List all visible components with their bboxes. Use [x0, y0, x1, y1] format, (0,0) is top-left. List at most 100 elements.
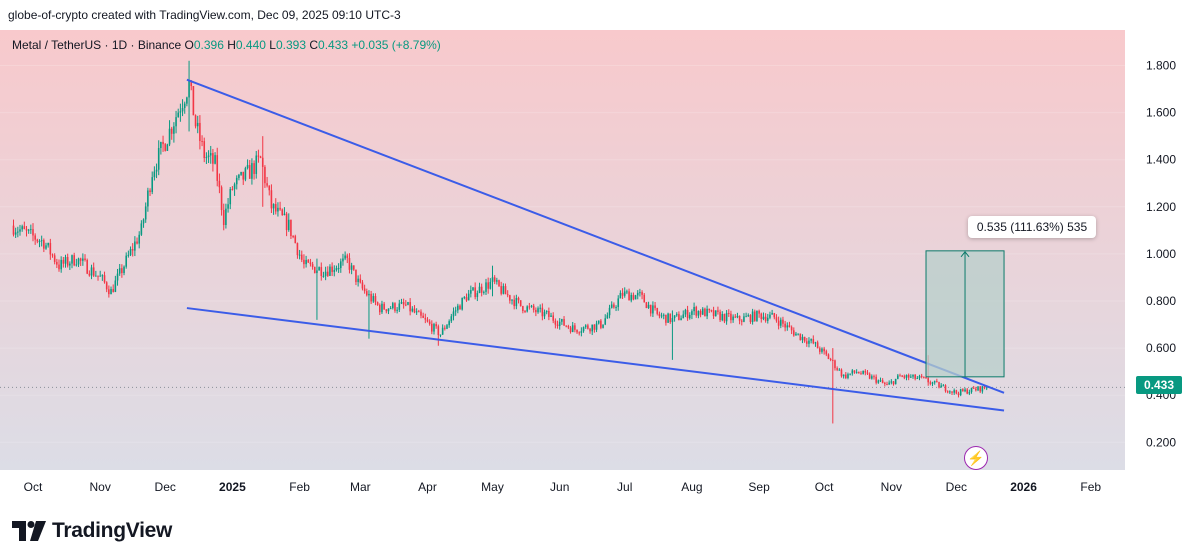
candle-body	[448, 321, 450, 326]
time-axis-background	[0, 470, 1200, 500]
candle-body	[483, 291, 485, 293]
candle-body	[383, 303, 385, 310]
candle-body	[799, 333, 802, 340]
candle-body	[365, 291, 368, 296]
candle-body	[69, 263, 71, 266]
y-tick-label: 1.200	[1146, 200, 1176, 214]
candle-body	[762, 316, 765, 320]
candle-body	[890, 381, 893, 383]
candle-body	[528, 306, 531, 308]
candle-body	[272, 204, 275, 209]
candle-body	[355, 269, 357, 283]
candle-body	[558, 321, 561, 326]
candle-body	[604, 318, 607, 325]
candle-body	[307, 259, 310, 263]
candle-body	[151, 177, 154, 192]
candle-body	[103, 275, 106, 283]
candle-body	[721, 314, 724, 321]
y-tick-label: 1.800	[1146, 59, 1176, 73]
candle-body	[411, 308, 414, 312]
price-chart[interactable]: 1.8001.6001.4001.2001.0000.8000.6000.400…	[0, 30, 1200, 500]
candle-body	[862, 370, 864, 374]
candle-body	[233, 184, 236, 190]
candle-body	[766, 317, 769, 321]
candle-body	[871, 376, 873, 379]
candle-body	[457, 305, 459, 311]
candle-body	[740, 320, 743, 322]
candle-body	[719, 311, 721, 321]
candle-body	[561, 319, 563, 322]
candle-body	[298, 254, 301, 256]
candle-body	[428, 321, 431, 324]
candle-body	[797, 333, 799, 335]
candle-body	[192, 86, 195, 116]
candle-body	[346, 255, 349, 259]
candle-body	[812, 339, 815, 344]
candle-body	[873, 376, 875, 378]
lower-trendline[interactable]	[186, 307, 1005, 412]
candle-body	[177, 112, 180, 118]
candle-body	[110, 289, 112, 295]
candle-body	[138, 234, 141, 244]
candle-body	[389, 308, 392, 310]
candle-body	[597, 320, 600, 324]
candle-body	[970, 387, 973, 392]
candle-body	[116, 273, 119, 281]
candle-body	[513, 299, 515, 307]
candle-body	[506, 294, 509, 296]
candle-body	[901, 375, 903, 377]
candle-body	[736, 315, 739, 318]
candle-body	[175, 117, 177, 127]
candle-body	[123, 266, 125, 274]
time-axis[interactable]: Oct Nov Dec 2025 Feb Mar Apr May Jun Jul Aug Sep Oct…	[24, 480, 1102, 494]
candle-body	[645, 302, 648, 309]
measure-tool[interactable]	[925, 250, 1005, 378]
candle-body	[623, 291, 626, 296]
upper-trendline[interactable]	[186, 78, 1005, 394]
symbol-legend[interactable]: Metal / TetherUS · 1D · Binance O0.396 H…	[12, 38, 441, 52]
y-tick-label: 1.600	[1146, 106, 1176, 120]
candle-body	[662, 314, 665, 316]
candle-body	[708, 308, 711, 311]
candle-body	[838, 369, 841, 371]
candle-body	[392, 303, 394, 309]
trendlines[interactable]	[186, 78, 1005, 412]
candle-body	[864, 370, 867, 373]
candle-body	[281, 209, 284, 216]
candle-body	[879, 380, 882, 382]
candle-body	[238, 174, 240, 178]
candle-body	[530, 305, 533, 307]
candle-body	[927, 378, 929, 383]
measure-label[interactable]: 0.535 (111.63%) 535	[968, 216, 1096, 238]
candle-body	[808, 340, 810, 344]
candle-body	[842, 374, 845, 377]
candle-body	[656, 308, 659, 314]
symbol-name[interactable]: Metal / TetherUS · 1D · Binance	[12, 38, 182, 52]
candle-body	[832, 359, 834, 361]
candle-body	[576, 329, 578, 333]
candle-body	[459, 305, 461, 310]
candle-body	[563, 319, 565, 326]
candle-body	[682, 314, 685, 319]
candle-body	[519, 300, 522, 307]
tradingview-logo[interactable]: TradingView	[12, 518, 172, 544]
candle-body	[290, 219, 292, 237]
candle-body	[543, 312, 546, 317]
candle-body	[407, 302, 409, 305]
candle-body	[322, 275, 325, 277]
candle-body	[582, 327, 585, 332]
candle-body	[671, 318, 674, 323]
lightning-bolt-icon[interactable]: ⚡	[964, 446, 988, 470]
candle-body	[946, 391, 949, 393]
candle-body	[701, 308, 704, 315]
chart-area[interactable]: 1.800 1.600 1.400 1.200 1.000 0.800 0.600 0.400…	[0, 30, 1200, 500]
candle-body	[819, 348, 821, 352]
candle-body	[372, 296, 375, 302]
candle-body	[602, 324, 604, 328]
candle-body	[955, 390, 958, 394]
candle-body	[188, 80, 190, 98]
candle-body	[203, 141, 206, 159]
candle-body	[784, 323, 786, 328]
candle-body	[539, 307, 541, 309]
candle-body	[918, 375, 921, 378]
